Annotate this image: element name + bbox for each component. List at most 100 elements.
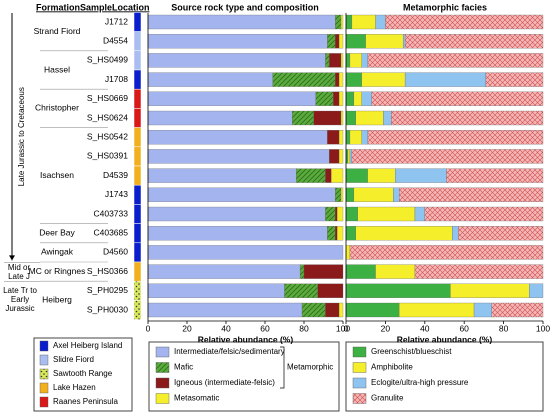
bar-segment	[345, 53, 351, 68]
facies-legend-box	[345, 341, 544, 412]
legend-label: Slidre Fiord	[53, 355, 94, 364]
bar-segment	[336, 206, 344, 222]
bar-segment	[458, 226, 544, 241]
legend-swatch	[352, 377, 367, 389]
bar-segment	[491, 302, 544, 318]
legend-swatch	[39, 368, 49, 380]
bar-segment	[450, 283, 530, 298]
legend-label: Eclogite/ultra-high pressure	[371, 378, 469, 387]
bar-segment	[399, 302, 475, 318]
legend-group-label: Metamorphic	[287, 363, 333, 372]
legend-swatch	[155, 362, 170, 373]
period-label: Late Tr to Early Jurassic	[3, 286, 37, 314]
sample-label: D4560	[103, 247, 128, 257]
bar-segment	[345, 34, 366, 49]
bar-segment	[284, 283, 318, 298]
location-box	[133, 242, 142, 263]
bar-segment	[347, 149, 351, 164]
bar-segment	[371, 91, 544, 106]
bar-segment	[325, 168, 332, 183]
period-label: Mid or Late J	[7, 262, 31, 281]
bar-segment	[147, 72, 273, 87]
bar-segment	[147, 206, 326, 222]
bar-segment	[385, 14, 544, 30]
location-box	[133, 50, 142, 71]
legend-label: Sawtooth Range	[53, 369, 113, 378]
sample-label: D4554	[103, 35, 128, 45]
bar-segment	[147, 34, 328, 49]
bar-segment	[313, 110, 342, 126]
bar-segment	[333, 91, 340, 106]
formation-label: Strand Fiord	[34, 26, 81, 36]
bar-segment	[301, 302, 326, 318]
location-box	[133, 69, 142, 90]
sample-label: J1708	[105, 74, 128, 84]
bar-segment	[351, 14, 376, 30]
bar-segment	[335, 14, 342, 30]
bar-segment	[414, 206, 425, 222]
bar-segment	[147, 187, 336, 202]
bar-segment	[375, 14, 386, 30]
bar-segment	[404, 34, 544, 49]
sample-header: Sample	[80, 2, 112, 12]
legend-swatch	[155, 377, 170, 389]
bar-segment	[361, 72, 406, 87]
bar-segment	[365, 34, 404, 49]
sample-label: S_HS0366	[87, 266, 128, 276]
legend-swatch	[155, 346, 170, 358]
bar-segment	[292, 110, 314, 126]
location-box	[133, 31, 142, 52]
bar-segment	[338, 34, 344, 49]
sample-label: S_HS0542	[87, 131, 128, 141]
bar-segment	[272, 72, 336, 87]
bar-segment	[345, 130, 351, 145]
x-tick-label: 20	[381, 323, 391, 333]
legend-label: Axel Heiberg Island	[53, 341, 122, 350]
bar-segment	[383, 110, 392, 126]
bar-segment	[349, 130, 362, 145]
location-box	[133, 300, 142, 320]
legend-swatch	[39, 396, 49, 408]
bar-segment	[345, 302, 400, 318]
bar-segment	[345, 283, 451, 298]
formation-label: MC or Ringnes	[29, 266, 86, 276]
formation-label: Hassel	[44, 64, 70, 74]
legend-swatch	[39, 354, 49, 366]
bar-segment	[147, 14, 336, 30]
bar-segment	[296, 168, 326, 183]
sample-label: S_PH0030	[87, 304, 128, 314]
sample-label: S_HS0624	[87, 112, 128, 122]
bar-segment	[452, 226, 459, 241]
location-legend-box	[33, 337, 133, 412]
bar-segment	[414, 264, 544, 279]
legend-swatch	[155, 393, 170, 404]
bar-segment	[147, 264, 301, 279]
legend-swatch	[352, 362, 367, 373]
formation-label: Deer Bay	[39, 227, 75, 237]
bar-segment	[327, 226, 336, 241]
legend-label: Greenschist/blueschist	[371, 347, 452, 356]
bar-segment	[351, 149, 544, 164]
x-tick-label: 60	[459, 323, 469, 333]
legend-bracket	[280, 346, 285, 389]
facies-title: Metamorphic facies	[403, 2, 487, 12]
legend-label: Intermediate/felsic/sedimentary	[174, 347, 285, 356]
bar-segment	[303, 264, 344, 279]
bar-segment	[355, 110, 384, 126]
bar-segment	[338, 91, 344, 106]
x-axis-title: Relative abundance (%)	[397, 334, 493, 344]
x-tick-label: 80	[499, 323, 509, 333]
bar-segment	[340, 14, 344, 30]
bar-segment	[345, 14, 353, 30]
bar-segment	[349, 53, 362, 68]
bar-segment	[331, 168, 344, 183]
legend-label: Igneous (intermediate-felsic)	[174, 378, 275, 387]
bar-segment	[345, 245, 351, 260]
bar-segment	[340, 53, 344, 68]
location-box	[133, 108, 142, 128]
legend-label: Amphibolite	[371, 363, 413, 372]
legend-label: Granulite	[371, 394, 404, 403]
location-box	[133, 146, 142, 167]
